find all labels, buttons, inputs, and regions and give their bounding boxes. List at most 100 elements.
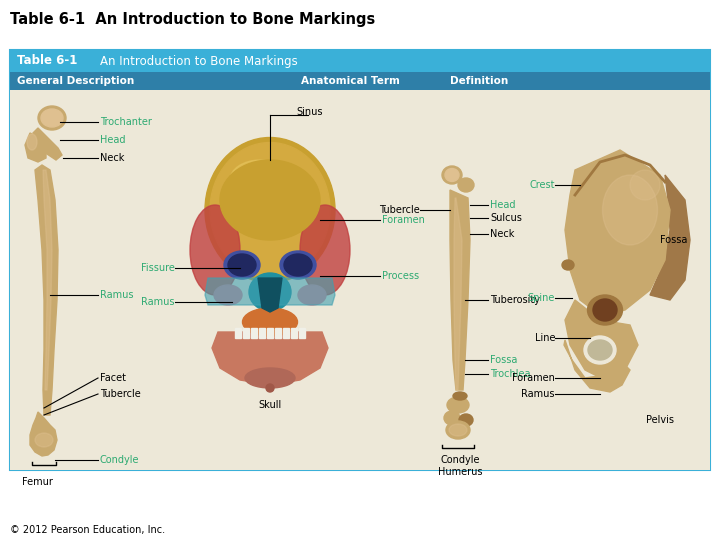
Ellipse shape <box>205 138 335 282</box>
Ellipse shape <box>298 285 326 305</box>
Ellipse shape <box>245 368 295 388</box>
Ellipse shape <box>41 109 63 127</box>
Polygon shape <box>30 412 57 456</box>
Polygon shape <box>565 150 670 315</box>
Ellipse shape <box>453 392 467 400</box>
Text: Tubercle: Tubercle <box>379 205 420 215</box>
Polygon shape <box>565 300 638 380</box>
Text: Anatomical Term: Anatomical Term <box>300 76 400 86</box>
Text: General Description: General Description <box>17 76 134 86</box>
Ellipse shape <box>588 340 612 360</box>
Bar <box>275 328 281 338</box>
Ellipse shape <box>446 421 470 439</box>
Text: Process: Process <box>382 271 419 281</box>
Text: Condyle: Condyle <box>100 455 140 465</box>
Text: Foramen: Foramen <box>382 215 425 225</box>
Ellipse shape <box>35 433 53 447</box>
Text: Head: Head <box>100 135 125 145</box>
Text: Ramus: Ramus <box>100 290 133 300</box>
Polygon shape <box>258 278 282 312</box>
Bar <box>243 328 249 338</box>
Ellipse shape <box>300 205 350 295</box>
Bar <box>10 72 710 90</box>
Ellipse shape <box>266 384 274 392</box>
Ellipse shape <box>224 251 260 279</box>
Bar <box>283 328 289 338</box>
Text: Facet: Facet <box>100 373 126 383</box>
Polygon shape <box>205 278 335 305</box>
Ellipse shape <box>243 308 297 336</box>
Text: Head: Head <box>490 200 516 210</box>
Ellipse shape <box>249 273 291 311</box>
Text: Condyle: Condyle <box>440 455 480 465</box>
Text: Fissure: Fissure <box>141 263 175 273</box>
Text: Fossa: Fossa <box>660 235 688 245</box>
Text: Definition: Definition <box>450 76 508 86</box>
Text: Ramus: Ramus <box>521 389 555 399</box>
Text: Foramen: Foramen <box>512 373 555 383</box>
Bar <box>10 90 710 470</box>
Ellipse shape <box>593 299 617 321</box>
Ellipse shape <box>38 106 66 130</box>
Ellipse shape <box>603 175 657 245</box>
Text: Line: Line <box>534 333 555 343</box>
Text: Crest: Crest <box>529 180 555 190</box>
Polygon shape <box>564 340 630 392</box>
Ellipse shape <box>220 160 320 240</box>
Ellipse shape <box>210 143 330 278</box>
Polygon shape <box>35 165 58 415</box>
Text: Sinus: Sinus <box>297 107 323 117</box>
Text: Humerus: Humerus <box>438 467 482 477</box>
Polygon shape <box>454 198 462 390</box>
Text: Tubercle: Tubercle <box>100 389 140 399</box>
Ellipse shape <box>284 254 312 276</box>
Bar <box>267 328 273 338</box>
Ellipse shape <box>449 424 467 436</box>
Ellipse shape <box>458 178 474 192</box>
Ellipse shape <box>442 166 462 184</box>
Bar <box>291 328 297 338</box>
Text: Trochanter: Trochanter <box>100 117 152 127</box>
Text: Fossa: Fossa <box>490 355 518 365</box>
Ellipse shape <box>562 260 574 270</box>
Text: Table 6-1  An Introduction to Bone Markings: Table 6-1 An Introduction to Bone Markin… <box>10 12 375 27</box>
Text: Table 6-1: Table 6-1 <box>17 55 77 68</box>
Ellipse shape <box>630 170 660 200</box>
Ellipse shape <box>228 254 256 276</box>
Polygon shape <box>212 332 328 385</box>
Ellipse shape <box>214 285 242 305</box>
Text: Spine: Spine <box>528 293 555 303</box>
Polygon shape <box>450 190 470 390</box>
Ellipse shape <box>447 397 469 413</box>
Bar <box>235 328 241 338</box>
Ellipse shape <box>445 168 459 181</box>
Polygon shape <box>25 133 46 162</box>
Ellipse shape <box>280 251 316 279</box>
Polygon shape <box>33 128 62 160</box>
Text: Pelvis: Pelvis <box>646 415 674 425</box>
Ellipse shape <box>190 205 240 295</box>
Ellipse shape <box>444 411 460 425</box>
Text: Neck: Neck <box>100 153 125 163</box>
Text: Trochlea: Trochlea <box>490 369 531 379</box>
Text: Tuberosity: Tuberosity <box>490 295 540 305</box>
Text: Femur: Femur <box>22 477 53 487</box>
Text: Sulcus: Sulcus <box>490 213 522 223</box>
Text: Skull: Skull <box>258 400 282 410</box>
Ellipse shape <box>588 295 623 325</box>
Bar <box>259 328 265 338</box>
Bar <box>10 50 710 72</box>
Polygon shape <box>650 175 690 300</box>
Text: Neck: Neck <box>490 229 514 239</box>
Polygon shape <box>43 170 52 390</box>
Text: An Introduction to Bone Markings: An Introduction to Bone Markings <box>100 55 298 68</box>
Text: © 2012 Pearson Education, Inc.: © 2012 Pearson Education, Inc. <box>10 525 165 535</box>
Ellipse shape <box>27 134 37 150</box>
Text: Ramus: Ramus <box>142 297 175 307</box>
Ellipse shape <box>584 336 616 364</box>
Bar <box>10 50 710 470</box>
Ellipse shape <box>459 414 473 426</box>
Bar <box>251 328 257 338</box>
Bar <box>299 328 305 338</box>
Ellipse shape <box>230 160 290 200</box>
